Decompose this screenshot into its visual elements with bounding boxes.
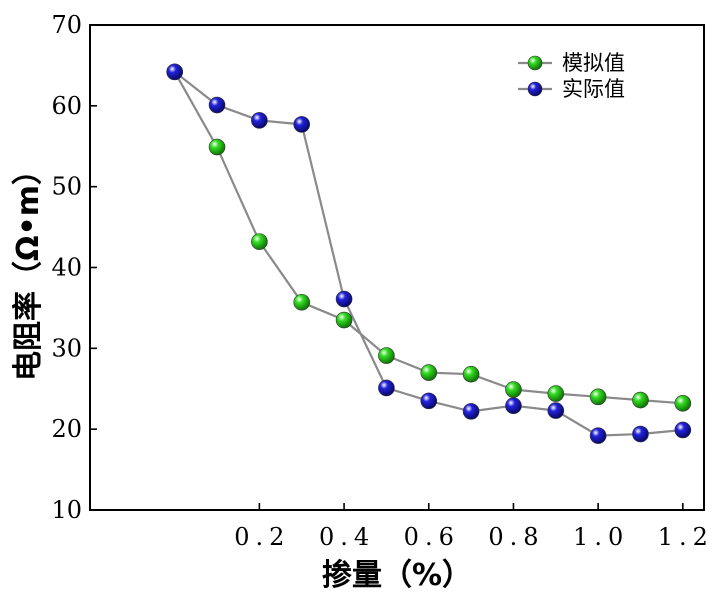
x-tick-label: 0.8 [488, 523, 544, 551]
x-tick-label: 0.4 [319, 523, 375, 551]
data-point-series-1 [547, 385, 565, 402]
x-axis-ticks: 0.2 0.4 0.6 0.8 1.0 1.2 [234, 503, 714, 551]
y-tick-label: 10 [51, 496, 82, 524]
data-point-series-2 [505, 397, 522, 415]
series-lines [173, 71, 683, 437]
data-point-series-2 [420, 392, 438, 410]
data-point-series-2 [251, 112, 268, 129]
legend-label: 模拟值 [562, 51, 625, 75]
data-point-series-2 [335, 290, 353, 308]
y-tick-label: 30 [51, 334, 82, 362]
legend-marker [527, 55, 543, 71]
data-point-series-1 [208, 138, 226, 156]
legend-label: 实际值 [562, 77, 625, 101]
data-point-series-2 [378, 379, 395, 397]
y-tick-label: 70 [51, 11, 82, 39]
data-point-series-1 [251, 233, 268, 250]
data-point-series-2 [674, 421, 692, 439]
y-axis-ticks: 10 20 30 40 50 60 70 [51, 11, 97, 524]
data-point-series-2 [166, 63, 183, 81]
y-tick-label: 50 [51, 173, 82, 201]
series-line-1 [173, 71, 683, 405]
data-point-series-2 [632, 425, 649, 443]
data-point-series-1 [293, 293, 311, 311]
x-axis-title: 掺量（%） [322, 558, 472, 593]
data-point-series-1 [420, 364, 438, 381]
y-tick-label: 40 [51, 254, 82, 282]
data-point-series-1 [632, 391, 649, 409]
series-markers [166, 63, 692, 444]
legend-marker [527, 81, 543, 97]
x-tick-label: 1.0 [573, 523, 629, 551]
data-point-series-1 [505, 381, 522, 398]
data-point-series-2 [462, 403, 480, 420]
data-point-series-2 [208, 96, 226, 114]
data-point-series-2 [589, 427, 607, 444]
data-point-series-1 [462, 365, 480, 383]
data-point-series-1 [335, 311, 353, 329]
data-point-series-1 [378, 347, 395, 364]
y-tick-label: 60 [51, 92, 82, 120]
data-point-series-2 [547, 402, 565, 419]
x-tick-label: 0.2 [234, 523, 290, 551]
data-point-series-1 [674, 394, 692, 412]
x-tick-label: 0.6 [404, 523, 460, 551]
y-axis-title: 电阻率（Ω•m） [11, 155, 46, 381]
data-point-series-1 [589, 388, 607, 406]
x-tick-label: 1.2 [658, 523, 714, 551]
series-line-2 [174, 71, 683, 437]
data-point-series-2 [293, 116, 311, 133]
y-tick-label: 20 [51, 415, 82, 443]
